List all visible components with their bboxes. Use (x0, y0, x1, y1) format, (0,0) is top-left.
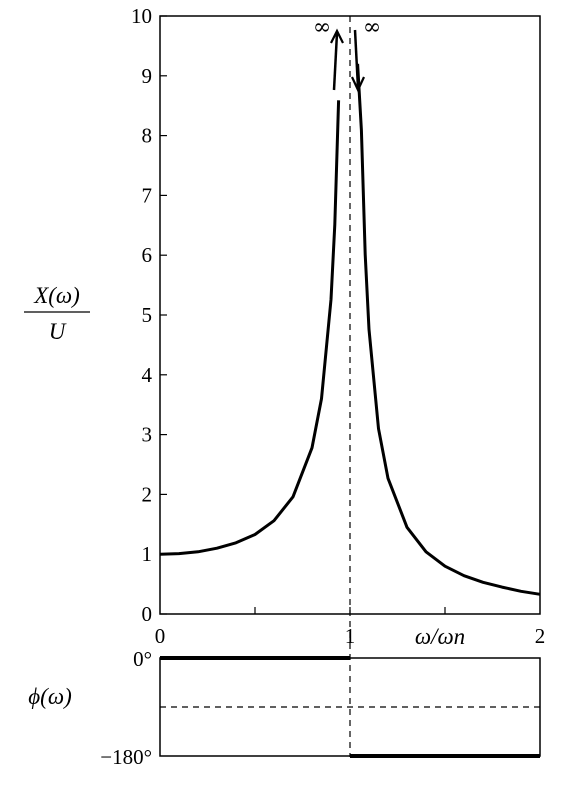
x-tick-label-2: 2 (535, 624, 546, 648)
left-arrow-shaft (332, 32, 339, 91)
magnitude-y-label: X(ω) U (24, 283, 90, 344)
infinity-symbol-right: ∞ (363, 15, 381, 40)
y-tick-label-5: 5 (142, 303, 153, 327)
phase-tick-minus180: −180° (100, 745, 152, 769)
y-label-denominator: U (49, 319, 67, 344)
y-tick-label-9: 9 (142, 64, 153, 88)
magnitude-curve-above-resonance (356, 63, 541, 596)
y-tick-label-3: 3 (142, 423, 153, 447)
left-arrow-head (330, 28, 344, 44)
magnitude-plot: 0 1 2 3 4 5 6 7 8 9 10 0 1 2 ∞ ∞ X(ω) U ω/ωn (24, 4, 545, 757)
magnitude-curve-below-resonance (159, 100, 341, 556)
y-tick-label-8: 8 (142, 124, 153, 148)
y-tick-label-1: 1 (142, 542, 153, 566)
y-tick-label-7: 7 (142, 183, 153, 207)
x-tick-label-0: 0 (155, 624, 166, 648)
phase-curves (160, 656, 540, 758)
magnitude-y-axis: 0 1 2 3 4 5 6 7 8 9 10 (131, 4, 167, 626)
x-axis-label: ω/ωn (415, 624, 465, 649)
infinity-arrows: ∞ ∞ (313, 15, 381, 93)
y-tick-label-6: 6 (142, 243, 153, 267)
magnitude-curves (159, 63, 541, 596)
infinity-symbol-left: ∞ (313, 15, 331, 40)
right-arrow-head (351, 76, 365, 93)
phase-plot: 0° −180° ϕ(ω) (28, 647, 541, 769)
y-tick-label-10: 10 (131, 4, 152, 28)
y-tick-label-2: 2 (142, 482, 153, 506)
right-arrow-shaft (353, 29, 360, 89)
y-tick-label-0: 0 (142, 602, 153, 626)
phase-y-label: ϕ(ω) (28, 684, 71, 709)
y-tick-label-4: 4 (142, 363, 153, 387)
y-label-numerator: X(ω) (33, 283, 80, 308)
phase-tick-0: 0° (133, 647, 152, 671)
